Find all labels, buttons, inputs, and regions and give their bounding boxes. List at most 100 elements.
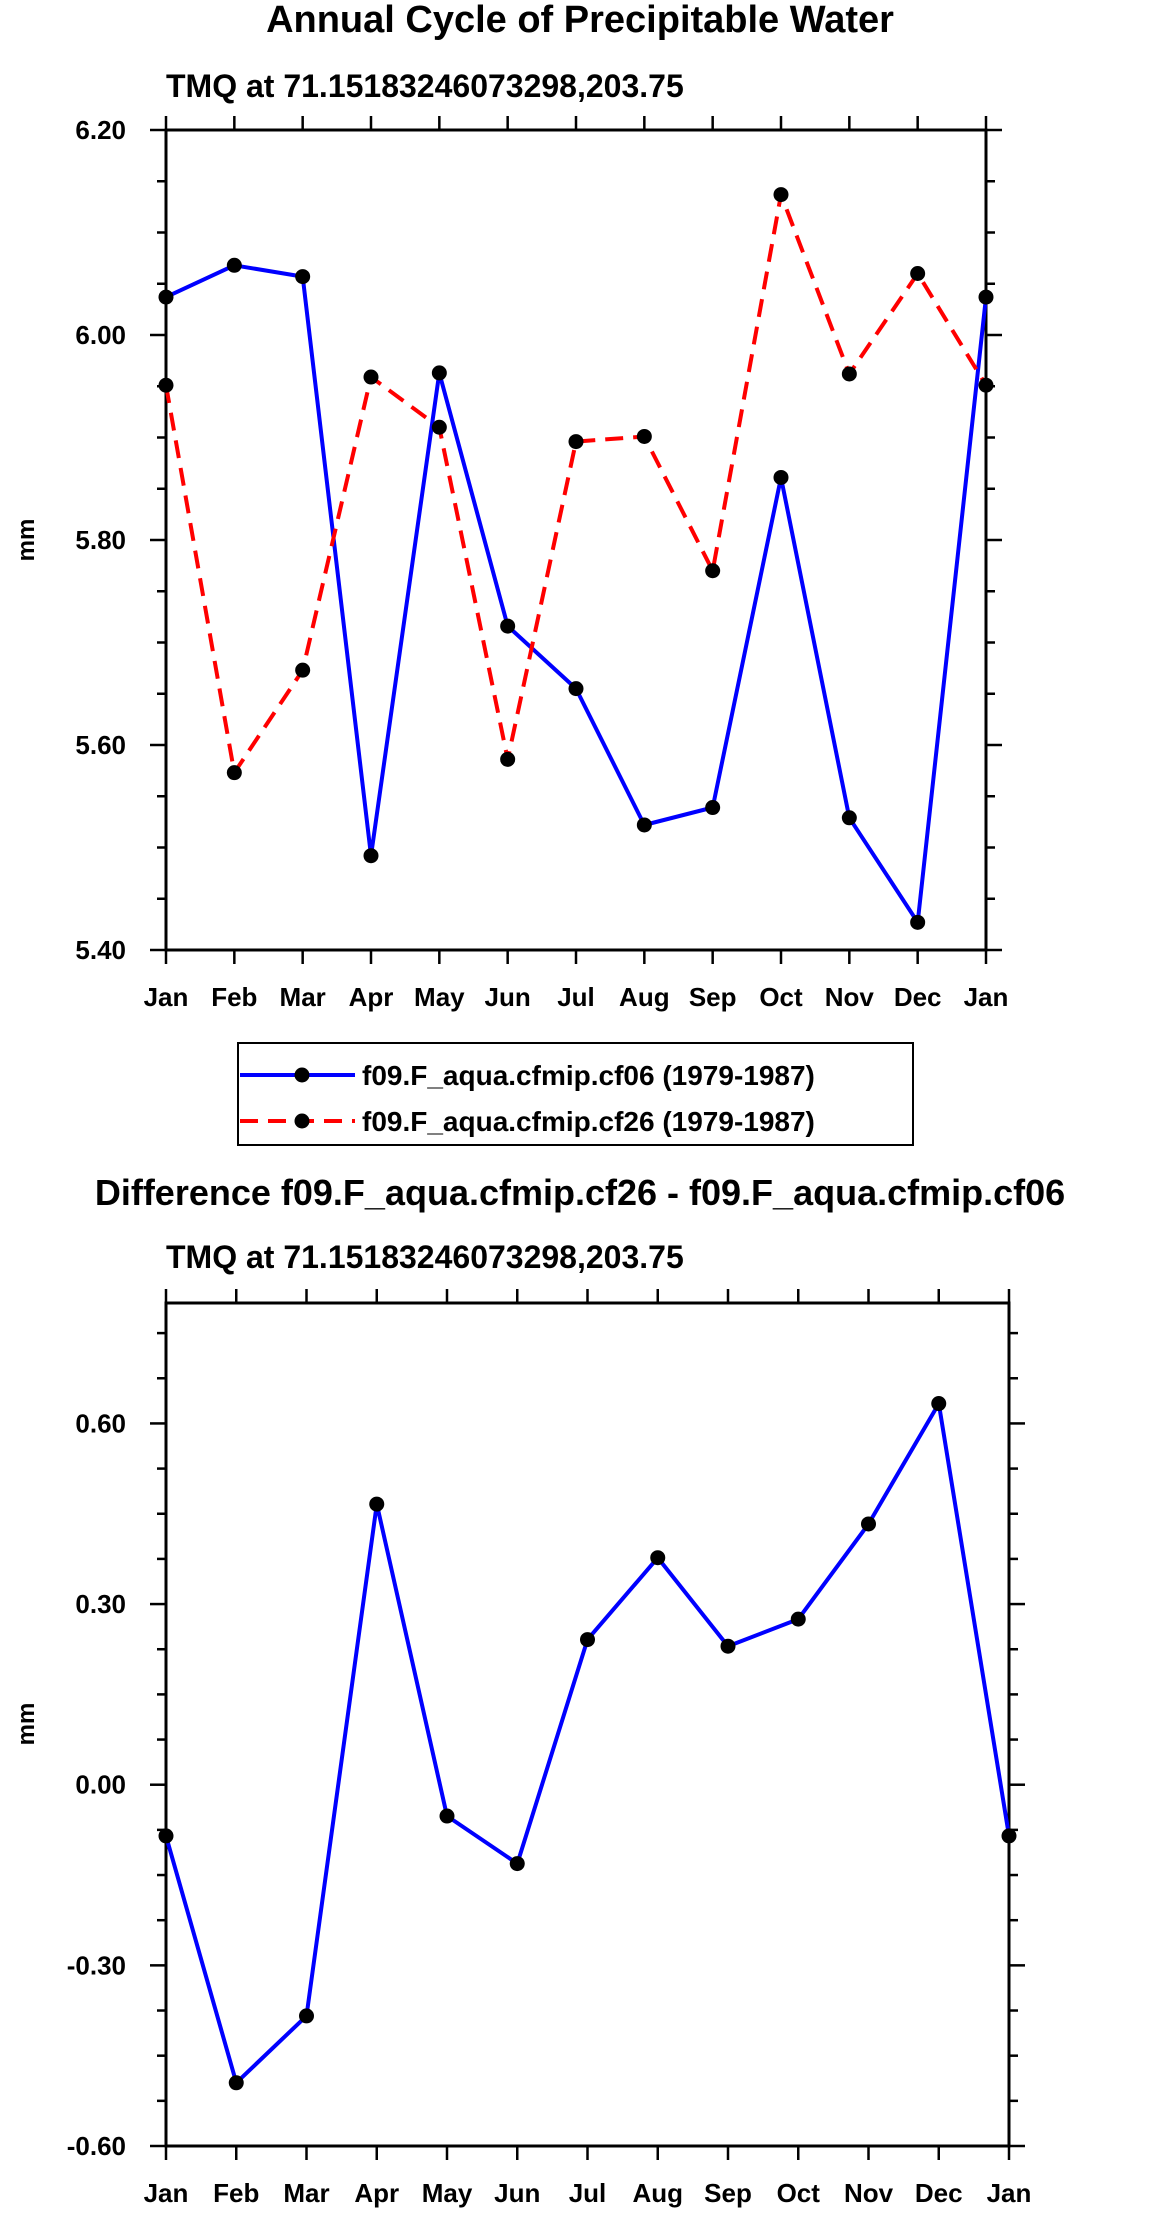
x-tick-label: Sep [689,982,737,1012]
x-tick-label: Dec [915,2178,963,2208]
x-tick-label: Jul [557,982,595,1012]
data-point [158,1828,174,1844]
x-tick-label: Oct [777,2178,821,2208]
chart-title: Difference f09.F_aqua.cfmip.cf26 - f09.F… [95,1172,1065,1213]
y-tick-label: 5.80 [75,525,126,555]
data-point [158,377,174,393]
data-point [773,469,789,485]
x-tick-label: Jun [494,2178,540,2208]
series-line [164,1401,1011,2085]
x-tick-label: Apr [349,982,394,1012]
data-point [790,1611,806,1627]
data-point [158,289,174,305]
x-tick-label: Nov [825,982,875,1012]
legend-marker-cf26 [294,1113,310,1129]
x-tick-label: Mar [283,2178,329,2208]
data-point [705,800,721,816]
data-point [299,2008,314,2024]
x-tick-label: May [422,2178,473,2208]
data-point [636,428,652,444]
x-tick-label: Feb [213,2178,259,2208]
data-point [841,810,857,826]
chart-annual-cycle: Annual Cycle of Precipitable Water TMQ a… [13,0,1008,1012]
y-tick-labels: 5.40 5.60 5.80 6.00 6.20 [75,115,126,965]
data-point [978,377,994,393]
y-tick-label: -0.60 [67,2131,126,2161]
data-point [910,266,926,281]
y-tick-label: 6.00 [75,320,126,350]
data-point [1001,1828,1017,1844]
data-point [226,257,242,273]
y-tick-label: 0.60 [75,1408,126,1438]
legend-marker-cf06 [294,1067,310,1083]
x-tick-label: Jun [485,982,531,1012]
x-tick-label: Jul [569,2178,607,2208]
x-tick-label: Apr [354,2178,399,2208]
data-point [568,434,584,450]
legend-label-cf06: f09.F_aqua.cfmip.cf06 (1979-1987) [362,1060,815,1091]
data-point [295,662,311,678]
chart-title: Annual Cycle of Precipitable Water [266,0,894,41]
series-group [158,187,994,930]
y-tick-label: 0.00 [75,1770,126,1800]
data-point [295,269,311,285]
axis-ticks [150,1289,1025,2160]
data-point [363,848,379,864]
chart-difference: Difference f09.F_aqua.cfmip.cf26 - f09.F… [13,1172,1065,2208]
y-tick-labels: -0.60 -0.30 0.00 0.30 0.60 [67,1408,126,2161]
y-tick-label: 5.40 [75,935,126,965]
data-point [500,618,516,634]
x-tick-label: Feb [211,982,257,1012]
data-point [363,369,379,385]
legend-box [237,1042,914,1146]
data-point [705,563,721,579]
axis-ticks [150,116,1002,964]
data-point [439,1808,455,1824]
data-point [861,1516,876,1532]
x-tick-label: Jan [964,982,1009,1012]
y-axis-label: mm [13,519,40,562]
plot-frame [164,1301,1011,2148]
series-line [165,263,988,925]
data-point [650,1550,666,1566]
x-tick-label: Mar [280,982,326,1012]
data-point [910,914,926,930]
data-point [720,1638,736,1654]
x-tick-label: Aug [619,982,670,1012]
x-tick-label: Jan [144,982,189,1012]
data-point [431,365,447,381]
data-point [773,187,789,203]
data-point [978,289,994,305]
y-tick-label: 5.60 [75,730,126,760]
x-tick-labels: Jan Feb Mar Apr May Jun Jul Aug Sep Oct Nov Dec Jan [144,2178,1032,2208]
y-tick-label: 0.30 [75,1589,126,1619]
x-tick-label: Sep [704,2178,752,2208]
x-tick-label: Aug [632,2178,683,2208]
data-point [226,765,242,781]
series-group [158,1396,1017,2091]
x-tick-label: Dec [894,982,942,1012]
data-point [431,419,447,435]
data-point [636,817,652,833]
x-tick-labels: Jan Feb Mar Apr May Jun Jul Aug Sep Oct Nov Dec Jan [144,982,1009,1012]
data-point [228,2075,244,2091]
data-point [369,1496,385,1512]
data-point [509,1856,525,1872]
x-tick-label: May [414,982,465,1012]
x-tick-label: Oct [759,982,803,1012]
data-point [500,751,516,767]
data-point [568,681,584,697]
x-tick-label: Jan [144,2178,189,2208]
y-tick-label: 6.20 [75,115,126,145]
data-point [580,1632,595,1648]
legend-label-cf26: f09.F_aqua.cfmip.cf26 (1979-1987) [362,1106,815,1137]
data-point [931,1396,947,1412]
y-tick-label: -0.30 [67,1950,126,1980]
plot-frame [164,128,988,952]
chart-subtitle: TMQ at 71.15183246073298,203.75 [166,68,684,104]
legend: f09.F_aqua.cfmip.cf06 (1979-1987) f09.F_… [237,1042,914,1146]
chart-subtitle: TMQ at 71.15183246073298,203.75 [166,1239,684,1275]
x-tick-label: Jan [987,2178,1032,2208]
data-point [841,366,857,382]
